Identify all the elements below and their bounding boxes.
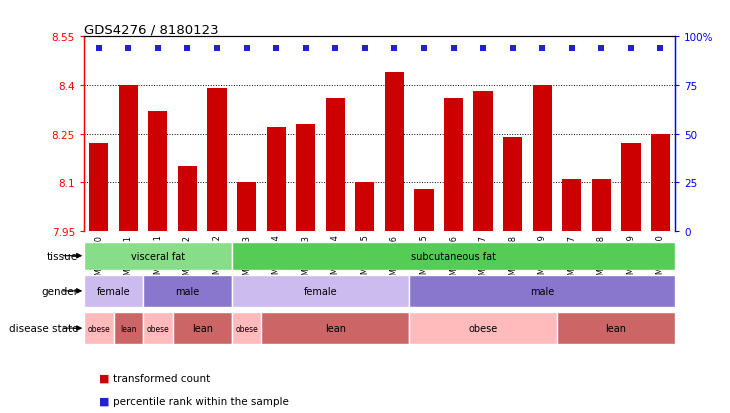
Text: ■: ■ [99, 396, 109, 406]
Bar [119, 86, 138, 231]
Bar [444, 99, 463, 231]
Bar [261, 313, 409, 344]
Text: GDS4276 / 8180123: GDS4276 / 8180123 [84, 23, 218, 36]
Bar [557, 313, 675, 344]
Bar [148, 112, 167, 231]
Text: obese: obese [469, 323, 498, 333]
Text: female: female [304, 286, 337, 296]
Bar [207, 89, 226, 231]
Bar [84, 275, 143, 307]
Bar [114, 313, 143, 344]
Text: percentile rank within the sample: percentile rank within the sample [113, 396, 289, 406]
Text: subcutaneous fat: subcutaneous fat [411, 251, 496, 261]
Text: transformed count: transformed count [113, 373, 210, 383]
Bar [231, 275, 409, 307]
Bar [409, 275, 675, 307]
Text: gender: gender [41, 286, 78, 296]
Text: female: female [96, 286, 131, 296]
Text: lean: lean [120, 324, 137, 333]
Bar [474, 92, 493, 231]
Bar [178, 166, 197, 231]
Text: disease state: disease state [9, 323, 78, 333]
Bar [385, 73, 404, 231]
Text: lean: lean [192, 323, 212, 333]
Bar [266, 128, 285, 231]
Bar [533, 86, 552, 231]
Text: male: male [175, 286, 199, 296]
Text: visceral fat: visceral fat [131, 251, 185, 261]
Bar [326, 99, 345, 231]
Text: male: male [530, 286, 554, 296]
Bar [172, 313, 231, 344]
Bar [89, 144, 108, 231]
Bar [356, 183, 374, 231]
Bar [621, 144, 640, 231]
Bar [651, 134, 670, 231]
Bar [562, 180, 581, 231]
Bar [592, 180, 611, 231]
Bar [296, 125, 315, 231]
Text: ■: ■ [99, 373, 109, 383]
Bar [237, 183, 256, 231]
Text: lean: lean [606, 323, 626, 333]
Bar [231, 242, 675, 270]
Bar [503, 138, 522, 231]
Text: obese: obese [235, 324, 258, 333]
Bar [409, 313, 557, 344]
Text: obese: obese [88, 324, 110, 333]
Bar [84, 242, 231, 270]
Text: obese: obese [147, 324, 169, 333]
Text: lean: lean [325, 323, 346, 333]
Bar [231, 313, 261, 344]
Bar [143, 313, 172, 344]
Text: tissue: tissue [47, 251, 78, 261]
Bar [415, 189, 434, 231]
Bar [143, 275, 231, 307]
Bar [84, 313, 114, 344]
